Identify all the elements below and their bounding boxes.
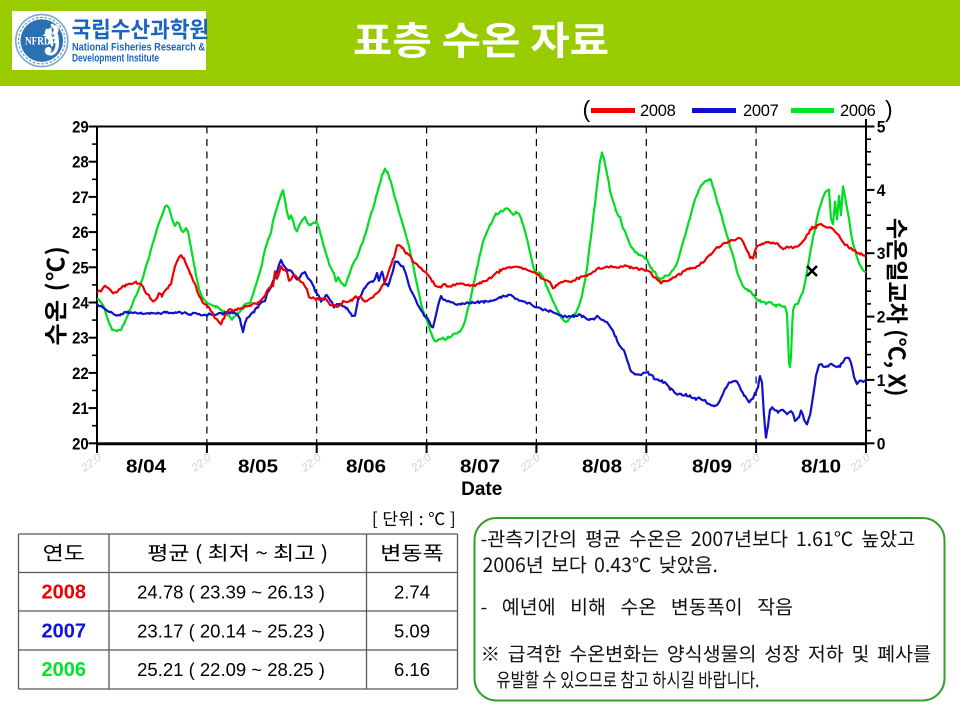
svg-text:2007: 2007 [42,620,87,642]
svg-text:8/09: 8/09 [692,456,732,477]
svg-text:8/04: 8/04 [126,456,167,477]
svg-text:28: 28 [72,153,89,172]
svg-text:2006: 2006 [840,102,876,120]
svg-text:2007: 2007 [743,102,779,120]
svg-text:NFRDI: NFRDI [25,36,54,48]
svg-text:4: 4 [877,181,886,200]
svg-text:22: 22 [72,364,89,383]
svg-text:8/05: 8/05 [238,456,278,477]
svg-text:2008: 2008 [640,102,676,120]
svg-text:8/10: 8/10 [801,456,841,477]
svg-text:26: 26 [72,223,89,242]
svg-text:2: 2 [877,308,886,327]
svg-text:23.17 ( 20.14 ~ 25.23 ): 23.17 ( 20.14 ~ 25.23 ) [137,620,325,641]
svg-text:23: 23 [72,329,89,348]
svg-text:8/06: 8/06 [346,456,386,477]
svg-text:5: 5 [877,118,886,137]
svg-text:6.16: 6.16 [394,659,430,680]
svg-text:2006: 2006 [42,659,87,681]
svg-text:20: 20 [72,434,89,453]
svg-text:1: 1 [877,371,886,390]
svg-text:3: 3 [877,244,886,263]
svg-text:Development Institute: Development Institute [72,53,159,65]
svg-text:25: 25 [72,258,89,277]
svg-text:Date: Date [461,479,502,500]
svg-text:5.09: 5.09 [394,620,430,641]
svg-text:): ) [885,96,893,122]
svg-text:27: 27 [72,188,89,207]
svg-text:(: ( [583,96,591,122]
svg-text:25.21 ( 22.09 ~ 28.25 ): 25.21 ( 22.09 ~ 28.25 ) [137,659,325,680]
svg-text:8/08: 8/08 [582,456,622,477]
svg-text:24: 24 [72,294,89,313]
svg-text:2008: 2008 [42,582,87,604]
svg-text:2.74: 2.74 [394,582,430,603]
svg-text:0: 0 [877,434,886,453]
svg-text:National Fisheries Research &: National Fisheries Research & [72,42,205,54]
svg-text:29: 29 [72,118,89,137]
svg-text:24.78 ( 23.39 ~ 26.13 ): 24.78 ( 23.39 ~ 26.13 ) [137,582,325,603]
svg-text:8/07: 8/07 [460,456,500,477]
svg-text:21: 21 [72,399,89,418]
